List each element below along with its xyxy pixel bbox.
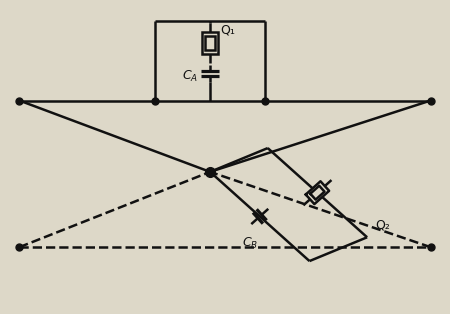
- Bar: [202, 32, 218, 54]
- Bar: [205, 36, 215, 50]
- Text: Q₂: Q₂: [375, 219, 390, 232]
- Text: Q₁: Q₁: [220, 23, 235, 36]
- Polygon shape: [306, 181, 329, 204]
- Polygon shape: [310, 186, 324, 200]
- Text: $C_A$: $C_A$: [182, 69, 198, 84]
- Text: $C_B$: $C_B$: [242, 236, 258, 252]
